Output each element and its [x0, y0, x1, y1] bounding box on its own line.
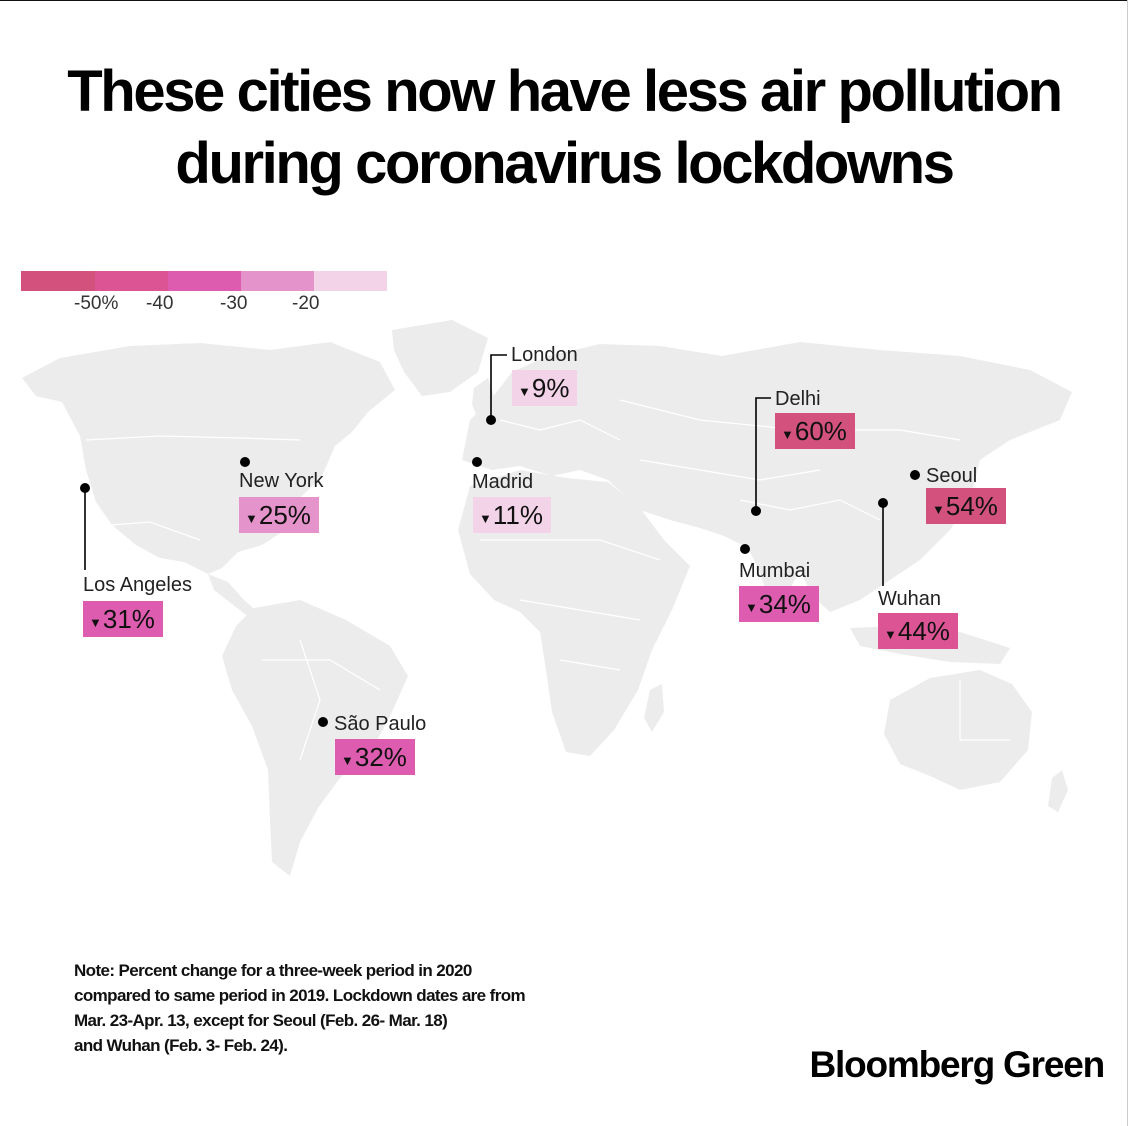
new-zealand-shape — [1048, 770, 1068, 812]
australia-shape — [884, 670, 1032, 790]
eurasia-shape — [462, 342, 1072, 612]
footnote-line-2: compared to same period in 2019. Lockdow… — [74, 986, 526, 1005]
sao-paulo-value-box: ▼32% — [335, 739, 415, 775]
uk-shape — [472, 378, 494, 420]
delhi-marker — [751, 506, 761, 516]
delhi-leader-line — [755, 397, 771, 511]
central-america-shape — [208, 574, 258, 618]
top-rule — [0, 0, 1128, 1]
legend-tick-4: -20 — [292, 293, 320, 314]
legend-swatch-5 — [314, 271, 387, 291]
madrid-value-box: ▼11% — [473, 497, 551, 533]
sao-paulo-marker — [318, 717, 328, 727]
los-angeles-marker — [80, 483, 90, 493]
seoul-value-box: ▼54% — [926, 488, 1006, 524]
north-america-shape — [22, 342, 395, 574]
down-triangle-icon: ▼ — [341, 753, 354, 768]
seoul-value: 54% — [945, 491, 998, 521]
wuhan-value: 44% — [897, 616, 950, 646]
mumbai-value: 34% — [758, 589, 811, 619]
seoul-label: Seoul — [926, 465, 978, 487]
footnote-line-1: Note: Percent change for a three-week pe… — [74, 961, 472, 980]
new-york-marker — [240, 457, 250, 467]
border-us-canada — [85, 435, 301, 441]
new-york-label: New York — [239, 470, 324, 492]
delhi-label: Delhi — [775, 388, 821, 410]
los-angeles-label: Los Angeles — [83, 574, 192, 596]
sao-paulo-value: 32% — [354, 742, 407, 772]
down-triangle-icon: ▼ — [518, 384, 531, 399]
border-africa-2 — [519, 599, 641, 621]
down-triangle-icon: ▼ — [884, 627, 897, 642]
new-york-value: 25% — [258, 500, 311, 530]
footnote-line-4: and Wuhan (Feb. 3- Feb. 24). — [74, 1036, 288, 1055]
legend-tick-3: -30 — [220, 293, 248, 314]
land-masses — [22, 320, 1072, 876]
legend-swatch-4 — [241, 271, 314, 291]
border-south-america-2 — [262, 659, 381, 691]
bloomberg-green-logo: Bloomberg Green — [809, 1044, 1106, 1085]
down-triangle-icon: ▼ — [89, 615, 102, 630]
border-australia — [959, 680, 1010, 741]
london-value: 9% — [531, 373, 570, 403]
city-markers — [80, 415, 920, 727]
mumbai-marker — [740, 544, 750, 554]
madrid-value: 11% — [492, 500, 543, 530]
border-africa-3 — [559, 659, 621, 671]
delhi-value-box: ▼60% — [775, 413, 855, 449]
legend-swatch-3 — [168, 271, 241, 291]
legend-swatch-2 — [95, 271, 168, 291]
mumbai-label: Mumbai — [739, 560, 811, 582]
country-borders — [85, 399, 1010, 761]
madrid-label: Madrid — [472, 471, 534, 493]
border-central-asia — [639, 459, 821, 481]
title-line-2: during coronavirus lockdowns — [175, 131, 955, 196]
down-triangle-icon: ▼ — [479, 511, 492, 526]
legend-tick-2: -40 — [146, 293, 174, 314]
down-triangle-icon: ▼ — [932, 502, 945, 517]
africa-shape — [458, 470, 690, 756]
leader-lines — [84, 354, 884, 586]
london-leader-line — [490, 354, 507, 420]
mumbai-value-box: ▼34% — [739, 586, 819, 622]
border-china-india — [739, 499, 881, 521]
color-legend: -50% -40 -30 -20 — [21, 271, 387, 314]
wuhan-label: Wuhan — [878, 588, 942, 610]
los-angeles-value-box: ▼31% — [83, 601, 163, 637]
down-triangle-icon: ▼ — [245, 511, 258, 526]
wuhan-value-box: ▼44% — [878, 613, 958, 649]
border-africa-1 — [480, 539, 661, 561]
title-line-1: These cities now have less air pollution — [67, 59, 1063, 124]
legend-tick-1: -50% — [74, 293, 119, 314]
madagascar-shape — [644, 684, 664, 732]
down-triangle-icon: ▼ — [781, 427, 794, 442]
chart-title: These cities now have less air pollution… — [0, 56, 1128, 200]
border-us-mexico — [111, 521, 201, 541]
down-triangle-icon: ▼ — [745, 600, 758, 615]
los-angeles-value: 31% — [102, 604, 155, 634]
south-america-shape — [222, 600, 408, 876]
madrid-marker — [472, 457, 482, 467]
footnote: Note: Percent change for a three-week pe… — [74, 958, 634, 1058]
footnote-line-3: Mar. 23-Apr. 13, except for Seoul (Feb. … — [74, 1011, 448, 1030]
new-york-value-box: ▼25% — [239, 497, 319, 533]
greenland-shape — [392, 320, 488, 396]
sao-paulo-label: São Paulo — [334, 713, 427, 735]
london-label: London — [511, 344, 578, 366]
legend-swatch-1 — [21, 271, 95, 291]
wuhan-marker — [878, 498, 888, 508]
london-value-box: ▼9% — [512, 370, 578, 406]
border-europe-1 — [499, 419, 621, 441]
delhi-value: 60% — [794, 416, 847, 446]
london-marker — [486, 415, 496, 425]
seoul-marker — [910, 470, 920, 480]
